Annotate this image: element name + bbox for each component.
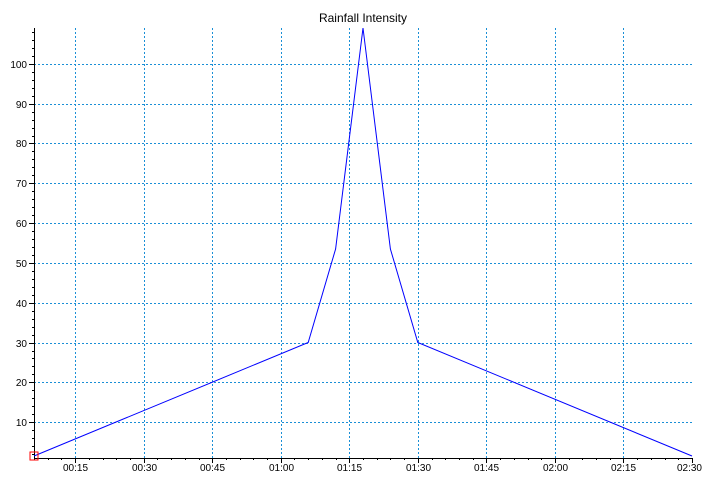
y-tick-label: 50 <box>16 259 28 270</box>
axis-ticks <box>29 32 693 463</box>
y-tick-label: 20 <box>16 378 28 389</box>
x-tick-label: 00:30 <box>132 463 157 474</box>
chart-title: Rainfall Intensity <box>319 11 407 25</box>
x-tick-label: 00:45 <box>200 463 225 474</box>
tick-labels: 10 20 30 40 50 60 70 80 90 100 00:15 00:30 00:45 01:0… <box>10 60 702 474</box>
y-tick-label: 10 <box>16 418 28 429</box>
y-tick-label: 100 <box>10 60 27 71</box>
y-tick-label: 80 <box>16 139 28 150</box>
y-tick-label: 30 <box>16 339 28 350</box>
markers <box>29 451 39 461</box>
series-line <box>33 27 693 457</box>
grid-lines <box>34 28 692 458</box>
x-tick-label: 02:00 <box>543 463 568 474</box>
x-tick-label: 00:15 <box>63 463 88 474</box>
start-marker <box>29 451 39 461</box>
y-tick-label: 40 <box>16 299 28 310</box>
series <box>33 27 693 457</box>
y-tick-label: 90 <box>16 100 28 111</box>
x-tick-label: 01:30 <box>406 463 431 474</box>
x-tick-label: 01:00 <box>269 463 294 474</box>
x-tick-label: 02:15 <box>611 463 636 474</box>
y-tick-label: 60 <box>16 219 28 230</box>
y-tick-label: 70 <box>16 179 28 190</box>
x-tick-label: 01:15 <box>337 463 362 474</box>
axes <box>34 28 692 459</box>
x-tick-label: 01:45 <box>474 463 499 474</box>
x-tick-label: 02:30 <box>677 463 702 474</box>
